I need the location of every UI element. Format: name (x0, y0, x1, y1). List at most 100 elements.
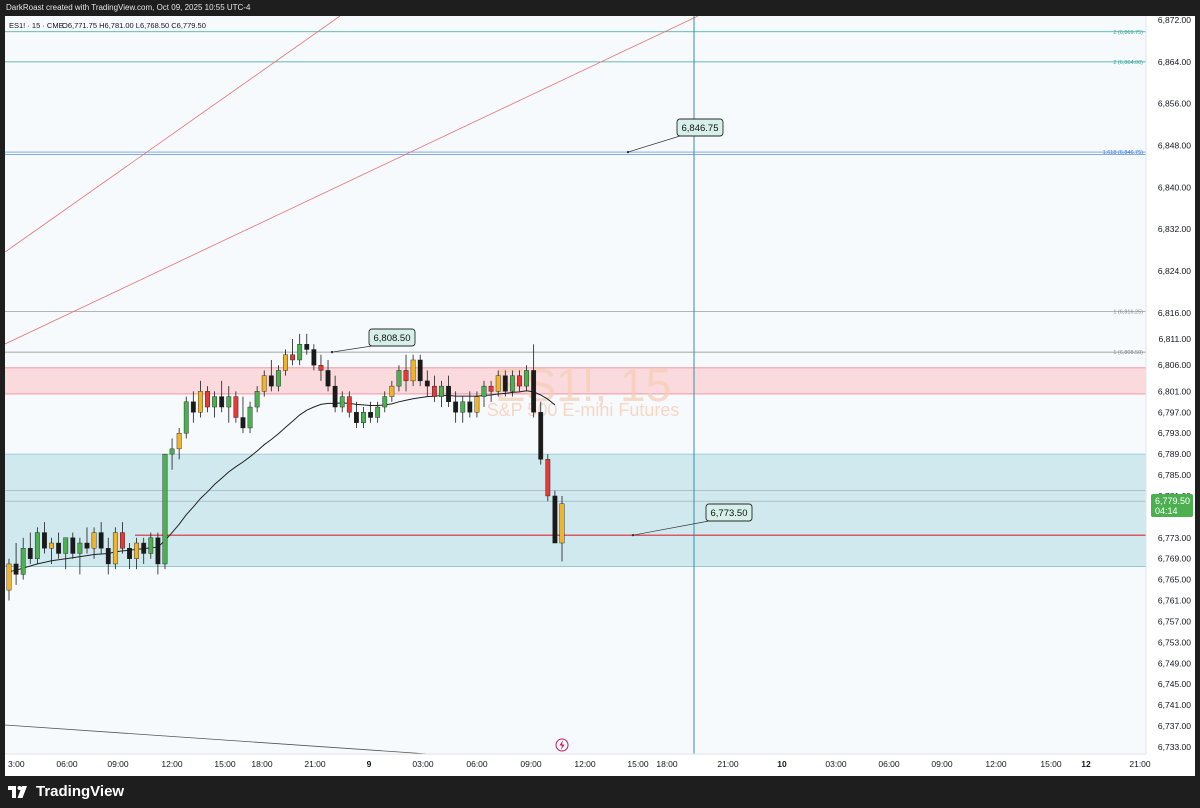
fib-level-label: 2 (6,869.75) (1113, 30, 1143, 36)
moving-average-line[interactable] (8, 390, 556, 573)
lightning-event-icon[interactable] (555, 738, 569, 752)
candle-body (311, 349, 317, 366)
candle-body (488, 385, 494, 392)
y-axis-tick-label: 6,848.00 (1158, 141, 1191, 151)
candle-body (190, 401, 196, 413)
candle-body (198, 391, 203, 413)
candle-body (559, 503, 565, 544)
y-axis-tick-label: 6,753.00 (1158, 637, 1191, 647)
y-axis-tick-label: 6,840.00 (1158, 182, 1191, 192)
candle-body (368, 412, 373, 418)
candle-body (70, 537, 76, 554)
y-axis-tick-label: 6,745.00 (1158, 679, 1191, 689)
x-axis-tick-label: 18:00 (656, 759, 678, 769)
brand-name: TradingView (36, 783, 125, 800)
trendline-shallow[interactable] (5, 16, 699, 345)
candle-body (552, 495, 558, 544)
candle-body (502, 375, 508, 392)
candle-body (261, 375, 267, 392)
candle-body (20, 548, 26, 575)
x-axis-tick-label: 06:00 (878, 759, 900, 769)
y-axis-background (1146, 16, 1195, 754)
legend-symbol: ES1! · 15 · CME (9, 21, 64, 30)
candle-body (247, 406, 253, 429)
candle-body (283, 354, 288, 371)
zone-demand[interactable] (5, 454, 1146, 567)
callout-box[interactable] (705, 503, 753, 522)
candle-body (375, 406, 381, 418)
candle-body (524, 370, 529, 387)
y-axis-tick-label: 6,765.00 (1158, 575, 1191, 585)
candle-body (304, 344, 310, 350)
candle-body (361, 412, 366, 423)
candle-body (332, 385, 338, 408)
y-axis-tick-label: 6,773.00 (1158, 533, 1191, 543)
trendline-steep[interactable] (5, 16, 341, 253)
tradingview-logo[interactable]: TradingView (8, 783, 124, 800)
chart-area[interactable]: ES1!, 15 S&P 500 E-mini Futures 2 (6,869… (5, 16, 1195, 776)
price-chart[interactable]: ES1!, 15 S&P 500 E-mini Futures 2 (6,869… (5, 16, 1195, 776)
legend-ohlc: O6,771.75 H6,781.00 L6,768.50 C6,779.50 (62, 21, 206, 30)
x-axis-tick-label: 06:00 (56, 759, 78, 769)
y-axis-tick-label: 6,737.00 (1158, 721, 1191, 731)
y-axis[interactable]: 6,872.00 6,864.00 6,856.00 6,848.00 6,840.00… (1158, 16, 1191, 752)
x-axis-tick-label: 06:00 (466, 759, 488, 769)
levels-layer: 2 (6,869.75) 2 (6,864.00) 1.618 (6,846.75)… (5, 30, 1146, 536)
x-axis-tick-label: 3:00 (8, 759, 25, 769)
y-axis-tick-label: 6,797.00 (1158, 407, 1191, 417)
candle-body (162, 453, 168, 565)
candle-body (297, 344, 303, 361)
x-axis[interactable]: 3:00 06:00 09:00 12:00 15:00 18:00 21:00 9 03:00… (8, 759, 1151, 769)
x-axis-tick-label: 12 (1081, 759, 1091, 769)
candles-layer (6, 333, 565, 601)
y-axis-tick-label: 6,785.00 (1158, 470, 1191, 480)
candle-body (403, 370, 409, 382)
zone-supply[interactable] (5, 367, 1146, 394)
candle-body (183, 401, 189, 434)
y-axis-tick-label: 6,801.00 (1158, 386, 1191, 396)
y-axis-tick-label: 6,832.00 (1158, 224, 1191, 234)
candle-body (325, 370, 331, 387)
zones-layer (5, 367, 1146, 567)
callout-label: 6,773.50 (711, 508, 748, 519)
candle-body (240, 417, 246, 429)
candle-body (346, 396, 352, 413)
candle-body (254, 391, 260, 408)
candle-body (27, 548, 33, 559)
candle-body (84, 542, 90, 549)
candle-body (290, 354, 295, 361)
candle-body (112, 532, 118, 565)
candle-body (353, 412, 359, 423)
candle-body (481, 385, 487, 397)
candle-body (410, 359, 416, 382)
callout-box[interactable] (368, 328, 416, 347)
x-axis-tick-label: 21:00 (304, 759, 326, 769)
chart-credit-bar: DarkRoast created with TradingView.com, … (0, 0, 1200, 16)
candle-body (509, 375, 515, 392)
callouts-layer: 6,846.75 6,808.50 6,773.50 (330, 118, 753, 537)
x-axis-tick-label: 21:00 (1129, 759, 1151, 769)
x-axis-tick-label: 09:00 (931, 759, 953, 769)
candle-body (460, 401, 466, 413)
x-axis-tick-label: 9 (367, 759, 372, 769)
candle-body (105, 548, 111, 565)
candle-body (318, 364, 324, 371)
plot-background (5, 16, 1195, 776)
x-axis-tick-label: 12:00 (574, 759, 596, 769)
y-axis-tick-label: 6,789.00 (1158, 449, 1191, 459)
fib-level-label: 1.618 (6,846.75) (1103, 150, 1144, 156)
candle-body (212, 396, 218, 408)
x-axis-tick-label: 21:00 (717, 759, 739, 769)
candle-body (396, 370, 402, 387)
candle-body (545, 459, 551, 497)
candle-body (276, 370, 281, 387)
callout-box[interactable] (676, 118, 724, 137)
candle-body (205, 391, 210, 408)
candle-body (169, 448, 175, 455)
candle-body (339, 396, 345, 408)
candle-body (226, 396, 232, 408)
candle-body (141, 542, 147, 554)
candle-body (6, 563, 12, 591)
callout-leader (632, 520, 710, 536)
y-axis-tick-label: 6,816.00 (1158, 308, 1191, 318)
